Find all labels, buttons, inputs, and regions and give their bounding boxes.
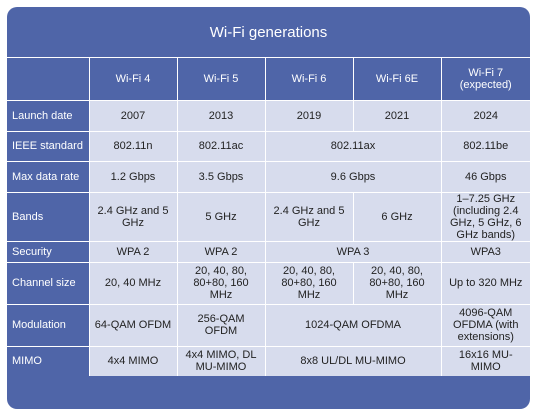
table-cell: 2013 [176, 99, 266, 132]
table-cell: 2024 [440, 99, 530, 132]
table-cell: WPA 2 [88, 240, 178, 263]
column-header: Wi-Fi 6E [352, 58, 442, 101]
table-cell: 802.11ac [176, 130, 266, 162]
wifi-generations-table: Wi-Fi 4 Wi-Fi 5 Wi-Fi 6 Wi-Fi 6E Wi-Fi 7 (ex… [7, 58, 530, 376]
table-cell: 20, 40, 80, 80+80, 160 MHz [264, 261, 354, 305]
table-cell: 20, 40, 80, 80+80, 160 MHz [176, 261, 266, 305]
table-cell: 64-QAM OFDM [88, 303, 178, 347]
table-cell: WPA3 [440, 240, 530, 263]
table-cell: 4x4 MIMO, DL MU-MIMO [176, 345, 266, 376]
table-cell: 802.11be [440, 130, 530, 162]
row-label: Max data rate [7, 160, 90, 193]
row-label: Launch date [7, 99, 90, 132]
table-row: Channel size 20, 40 MHz 20, 40, 80, 80+80,… [7, 261, 530, 305]
table-cell: 802.11n [88, 130, 178, 162]
table-cell: 2021 [352, 99, 442, 132]
column-header: Wi-Fi 4 [88, 58, 178, 101]
row-label: Modulation [7, 303, 90, 347]
row-label: Bands [7, 191, 90, 242]
table-cell: 16x16 MU-MIMO [440, 345, 530, 376]
table-cell: 3.5 Gbps [176, 160, 266, 193]
table-row: Launch date 2007 2013 2019 2021 2024 [7, 99, 530, 132]
table-row: IEEE standard 802.11n 802.11ac 802.11ax 802.… [7, 130, 530, 162]
table-row: MIMO 4x4 MIMO 4x4 MIMO, DL MU-MIMO 8x8 UL/D… [7, 345, 530, 376]
table-cell: 20, 40, 80, 80+80, 160 MHz [352, 261, 442, 305]
table-cell: 5 GHz [176, 191, 266, 242]
table-row: Max data rate 1.2 Gbps 3.5 Gbps 9.6 Gbps 46 … [7, 160, 530, 193]
table-title: Wi-Fi generations [7, 7, 530, 58]
table-cell: WPA 2 [176, 240, 266, 263]
column-header: Wi-Fi 5 [176, 58, 266, 101]
table-row: Security WPA 2 WPA 2 WPA 3 WPA3 [7, 240, 530, 263]
header-corner-cell [7, 58, 90, 101]
table-cell: 46 Gbps [440, 160, 530, 193]
table-cell: 2.4 GHz and 5 GHz [88, 191, 178, 242]
table-cell: 802.11ax [264, 130, 442, 162]
table-cell: 1–7.25 GHz (including 2.4 GHz, 5 GHz, 6 … [440, 191, 530, 242]
column-header: Wi-Fi 6 [264, 58, 354, 101]
row-label: Channel size [7, 261, 90, 305]
table-cell: 4096-QAM OFDMA (with extensions) [440, 303, 530, 347]
table-cell: 2.4 GHz and 5 GHz [264, 191, 354, 242]
header-row: Wi-Fi 4 Wi-Fi 5 Wi-Fi 6 Wi-Fi 6E Wi-Fi 7 (ex… [7, 58, 530, 101]
table-cell: 256-QAM OFDM [176, 303, 266, 347]
table-cell: 9.6 Gbps [264, 160, 442, 193]
row-label: MIMO [7, 345, 90, 376]
table-cell: WPA 3 [264, 240, 442, 263]
table-cell: 1024-QAM OFDMA [264, 303, 442, 347]
table-cell: Up to 320 MHz [440, 261, 530, 305]
table-row: Modulation 64-QAM OFDM 256-QAM OFDM 1024-QA… [7, 303, 530, 347]
table-cell: 20, 40 MHz [88, 261, 178, 305]
table-cell: 1.2 Gbps [88, 160, 178, 193]
table-cell: 4x4 MIMO [88, 345, 178, 376]
column-header: Wi-Fi 7 (expected) [440, 58, 530, 101]
row-label: Security [7, 240, 90, 263]
table-cell: 8x8 UL/DL MU-MIMO [264, 345, 442, 376]
row-label: IEEE standard [7, 130, 90, 162]
table-cell: 2007 [88, 99, 178, 132]
table-cell: 2019 [264, 99, 354, 132]
table-cell: 6 GHz [352, 191, 442, 242]
table-row: Bands 2.4 GHz and 5 GHz 5 GHz 2.4 GHz and 5… [7, 191, 530, 242]
